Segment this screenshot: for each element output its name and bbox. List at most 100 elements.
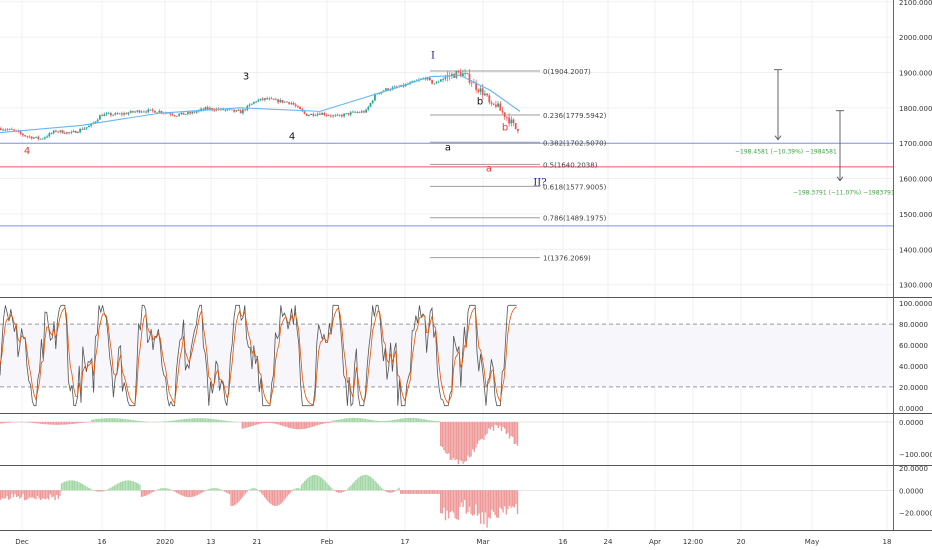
candle-body[interactable] [343,113,345,117]
candle-body[interactable] [74,130,77,133]
candle-body[interactable] [231,109,233,111]
candle-body[interactable] [50,133,53,134]
candle-body[interactable] [171,114,174,116]
candle-body[interactable] [429,77,431,81]
candle-body[interactable] [440,79,442,82]
candle-body[interactable] [147,109,150,113]
candle-body[interactable] [261,98,264,100]
candle-body[interactable] [94,121,97,123]
candle-body[interactable] [305,113,308,117]
candle-body[interactable] [235,110,238,112]
candle-body[interactable] [195,111,198,113]
candle-body[interactable] [495,104,497,107]
candle-body[interactable] [239,110,242,114]
candle-body[interactable] [264,98,266,100]
candle-body[interactable] [213,109,216,111]
candle-body[interactable] [123,113,125,115]
candle-body[interactable] [66,132,68,134]
candle-body[interactable] [101,115,103,117]
candle-body[interactable] [242,109,244,114]
candle-body[interactable] [514,123,517,130]
candle-body[interactable] [39,138,42,140]
candle-body[interactable] [52,130,55,134]
candle-body[interactable] [475,82,477,90]
candle-body[interactable] [336,114,339,116]
candle-body[interactable] [277,99,279,103]
candle-body[interactable] [459,72,462,77]
candle-body[interactable] [129,111,132,113]
candle-body[interactable] [363,111,365,113]
candle-body[interactable] [24,135,26,137]
candle-body[interactable] [512,119,515,124]
candle-body[interactable] [451,73,453,77]
candle-body[interactable] [468,73,471,83]
candle-body[interactable] [288,102,290,104]
candle-body[interactable] [385,88,387,91]
candle-body[interactable] [290,102,293,104]
candle-body[interactable] [490,102,493,104]
candle-body[interactable] [41,138,44,140]
candle-body[interactable] [510,119,513,124]
candle-body[interactable] [253,101,255,104]
candle-body[interactable] [424,78,427,80]
candle-body[interactable] [156,112,158,114]
candle-body[interactable] [22,133,24,136]
candle-body[interactable] [508,117,510,124]
candle-body[interactable] [488,95,491,103]
candle-body[interactable] [455,71,458,78]
candle-body[interactable] [81,128,84,130]
candle-body[interactable] [506,116,508,118]
candle-body[interactable] [55,130,57,132]
candle-body[interactable] [356,112,359,114]
candle-body[interactable] [160,110,163,113]
candle-body[interactable] [477,89,480,92]
candle-body[interactable] [358,112,361,114]
candle-body[interactable] [125,113,128,115]
candle-body[interactable] [497,103,499,107]
candle-body[interactable] [121,113,123,115]
candle-body[interactable] [272,98,275,100]
candle-body[interactable] [352,111,354,113]
candle-body[interactable] [4,129,7,131]
candle-body[interactable] [303,111,306,114]
candle-body[interactable] [473,82,475,84]
candle-body[interactable] [8,128,11,130]
candle-body[interactable] [330,115,332,117]
candle-body[interactable] [28,136,31,138]
candle-body[interactable] [435,82,438,84]
candle-body[interactable] [118,113,121,115]
candle-body[interactable] [112,114,114,116]
candle-body[interactable] [431,80,433,84]
candle-body[interactable] [114,113,117,115]
candle-body[interactable] [270,98,273,100]
candle-body[interactable] [367,106,370,110]
candle-body[interactable] [149,109,152,111]
candle-body[interactable] [13,129,15,131]
candle-body[interactable] [486,93,488,96]
candle-body[interactable] [484,93,486,96]
candle-body[interactable] [321,112,323,115]
candle-body[interactable] [33,137,35,139]
candle-body[interactable] [281,100,284,103]
candle-body[interactable] [310,113,312,116]
candle-body[interactable] [492,103,495,105]
candle-body[interactable] [151,109,154,111]
candle-body[interactable] [437,81,440,83]
candle-body[interactable] [268,98,271,100]
candle-body[interactable] [224,109,227,111]
candle-body[interactable] [103,114,106,117]
candle-body[interactable] [61,130,64,134]
candle-body[interactable] [308,115,310,117]
candle-body[interactable] [481,88,484,96]
candle-body[interactable] [140,111,143,113]
candle-body[interactable] [202,108,205,110]
candle-body[interactable] [332,115,334,117]
candle-body[interactable] [134,111,136,113]
candle-body[interactable] [442,79,444,80]
candle-body[interactable] [233,109,235,112]
candle-body[interactable] [466,73,469,74]
candle-body[interactable] [206,107,209,110]
candle-body[interactable] [341,115,343,117]
candle-body[interactable] [283,101,286,103]
candle-body[interactable] [286,101,288,103]
